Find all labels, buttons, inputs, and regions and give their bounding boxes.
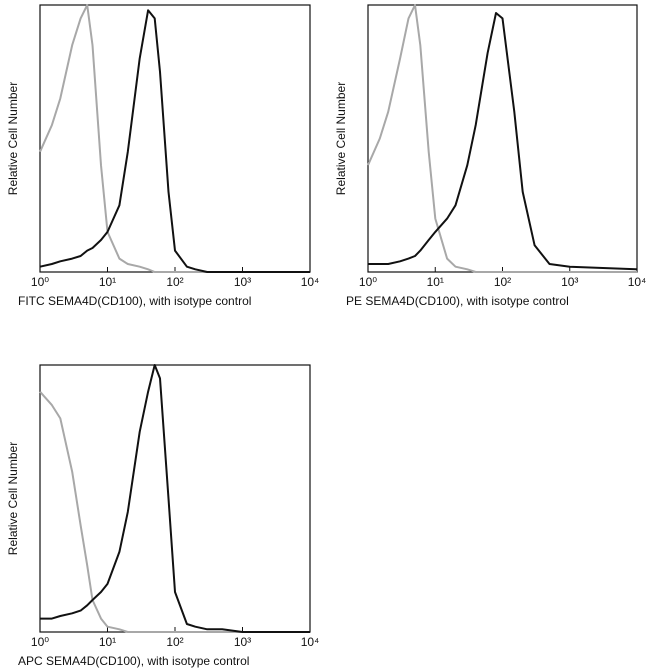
x-tick-label: 10¹ bbox=[99, 635, 116, 649]
y-axis-label: Relative Cell Number bbox=[6, 442, 20, 555]
x-axis-label: APC SEMA4D(CD100), with isotype control bbox=[18, 654, 249, 668]
x-axis-label: FITC SEMA4D(CD100), with isotype control bbox=[18, 294, 251, 308]
histogram-line bbox=[39, 391, 310, 633]
x-tick-label: 10¹ bbox=[427, 275, 444, 289]
x-tick-label: 10⁰ bbox=[31, 635, 49, 649]
x-tick-label: 10⁴ bbox=[628, 275, 647, 289]
x-tick-label: 10⁰ bbox=[31, 275, 49, 289]
histogram-line bbox=[40, 364, 310, 633]
plot-frame bbox=[367, 4, 638, 273]
histogram-line bbox=[39, 4, 310, 273]
y-axis-label: Relative Cell Number bbox=[6, 82, 20, 195]
x-tick-label: 10⁴ bbox=[301, 275, 320, 289]
x-tick-label: 10² bbox=[166, 635, 183, 649]
y-axis-label: Relative Cell Number bbox=[334, 82, 348, 195]
x-axis-label: PE SEMA4D(CD100), with isotype control bbox=[346, 294, 569, 308]
histogram-line bbox=[368, 12, 638, 271]
x-tick-label: 10¹ bbox=[99, 275, 116, 289]
x-tick-label: 10⁰ bbox=[359, 275, 377, 289]
x-tick-label: 10³ bbox=[234, 275, 251, 289]
x-tick-label: 10² bbox=[494, 275, 511, 289]
x-tick-label: 10⁴ bbox=[301, 635, 320, 649]
x-tick-label: 10² bbox=[166, 275, 183, 289]
histogram-line bbox=[39, 9, 310, 273]
x-tick-label: 10³ bbox=[234, 635, 251, 649]
x-tick-label: 10³ bbox=[561, 275, 578, 289]
histogram-line bbox=[367, 4, 637, 273]
plot-frame bbox=[39, 4, 311, 273]
